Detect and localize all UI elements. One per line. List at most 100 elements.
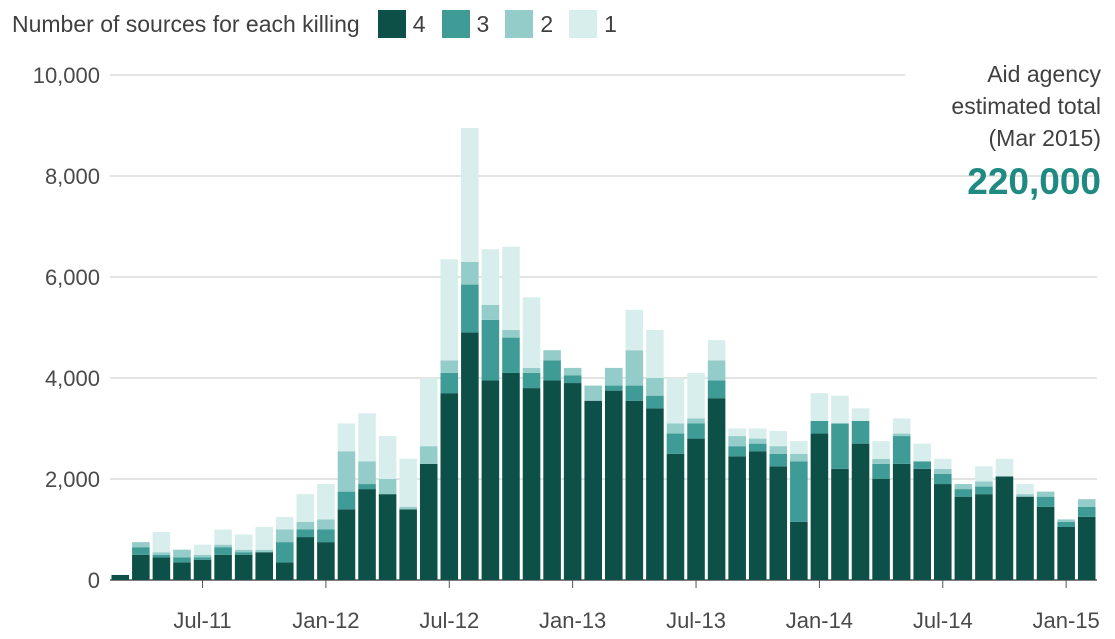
bar-segment-3-sources [1036, 496, 1055, 507]
bar-segment-4-sources [522, 388, 541, 580]
bar-segment-2-sources [646, 378, 664, 396]
legend-swatch-4 [377, 10, 406, 38]
bar-segment-3-sources [317, 529, 335, 543]
x-tick-label: Jan-12 [292, 608, 359, 633]
bar-segment-2-sources [358, 461, 376, 485]
y-tick-label: 8,000 [45, 164, 100, 189]
x-tick-label: Jan-14 [786, 608, 853, 633]
bar-segment-4-sources [666, 453, 685, 580]
bar-segment-1-sources [769, 431, 788, 447]
bar-segment-1-sources [1016, 484, 1034, 495]
bar-segment-2-sources [419, 446, 438, 464]
bar-segment-2-sources [522, 367, 541, 373]
bar-segment-1-sources [296, 494, 315, 522]
bar-segment-4-sources [276, 562, 294, 580]
bar-segment-2-sources [132, 542, 150, 548]
bar-segment-1-sources [522, 297, 541, 368]
bar-segment-3-sources [872, 463, 890, 479]
bar-segment-2-sources [440, 360, 459, 373]
bar-segment-1-sources [481, 249, 500, 305]
bar-segment-4-sources [810, 433, 829, 580]
bar-segment-2-sources [666, 423, 685, 434]
bar-segment-4-sources [995, 476, 1014, 580]
bar-segment-2-sources [1077, 499, 1096, 507]
bar-segment-4-sources [790, 521, 808, 580]
bar-segment-3-sources [625, 385, 644, 401]
legend-label-2: 2 [540, 10, 554, 37]
x-axis-ticks: Jul-11 Jan-12 Jul-12 Jan-13 Jul-13 Jan-14 Jul-… [173, 580, 1100, 633]
bar-segment-2-sources [337, 451, 356, 492]
bar-segment-1-sources [625, 309, 644, 351]
bar-segment-2-sources [625, 350, 644, 386]
bar-segment-3-sources [461, 284, 479, 333]
bar-segment-3-sources [132, 547, 150, 555]
bar-segment-2-sources [748, 438, 767, 444]
bar-segment-3-sources [522, 372, 541, 389]
bar-segment-3-sources [1057, 521, 1075, 527]
bar-segment-4-sources [584, 400, 602, 580]
bar-segment-3-sources [214, 547, 232, 555]
bar-segment-1-sources [707, 340, 726, 361]
legend-item-1: 1 [569, 10, 617, 38]
bar-segment-3-sources [193, 557, 212, 560]
bar-segment-1-sources [152, 532, 171, 553]
bar-segment-2-sources [276, 529, 294, 543]
bar-segment-4-sources [193, 559, 212, 580]
y-tick-label: 2,000 [45, 467, 100, 492]
bar-segment-1-sources [748, 428, 767, 439]
bar-segment-1-sources [646, 330, 664, 378]
bar-segment-3-sources [358, 484, 376, 490]
bar-segment-1-sources [995, 458, 1014, 477]
bar-segment-4-sources [481, 380, 500, 580]
y-tick-label: 4,000 [45, 366, 100, 391]
bar-segment-4-sources [461, 332, 479, 580]
bar-segment-4-sources [831, 468, 849, 580]
bar-segment-3-sources [748, 443, 767, 452]
bar-segment-2-sources [1016, 494, 1034, 497]
bar-segment-3-sources [831, 423, 849, 469]
bar-segment-2-sources [296, 521, 315, 530]
bar-segment-3-sources [892, 436, 911, 464]
legend-label-3: 3 [476, 10, 490, 37]
y-tick-label: 0 [88, 568, 100, 593]
bar-segment-2-sources [954, 484, 973, 490]
bar-segment-1-sources [666, 378, 685, 424]
bar-segment-3-sources [502, 337, 520, 373]
bar-segment-2-sources [399, 506, 417, 510]
legend-item-4: 4 [377, 10, 426, 38]
bar-segment-4-sources [255, 552, 273, 580]
bar-segment-2-sources [1057, 519, 1075, 522]
bar-segment-2-sources [1036, 491, 1055, 497]
bar-segment-1-sources [440, 259, 459, 361]
bar-segment-4-sources [934, 484, 952, 580]
bar-segment-4-sources [317, 542, 335, 580]
bar-segment-4-sources [1036, 506, 1055, 580]
callout-line-1: Aid agency [987, 61, 1101, 87]
bar-segment-4-sources [296, 537, 315, 580]
bar-segment-4-sources [399, 509, 417, 580]
y-tick-label: 6,000 [45, 265, 100, 290]
bar-segment-4-sources [913, 468, 931, 580]
bar-segment-3-sources [173, 557, 191, 563]
bar-segment-4-sources [605, 390, 623, 580]
bar-segment-2-sources [378, 479, 397, 495]
bar-segment-3-sources [810, 420, 829, 434]
bar-segment-1-sources [728, 428, 746, 437]
bar-segment-2-sources [892, 433, 911, 437]
x-tick-label: Jul-12 [419, 608, 479, 633]
bar-segment-2-sources [214, 544, 232, 548]
bar-segment-4-sources [1057, 526, 1075, 580]
bar-segment-1-sources [872, 441, 890, 459]
bar-segment-1-sources [317, 484, 335, 520]
bar-segment-2-sources [687, 418, 705, 424]
bar-segment-2-sources [790, 453, 808, 462]
bar-segment-1-sources [892, 418, 911, 434]
bar-segment-3-sources [481, 319, 500, 381]
x-tick-label: Jul-11 [173, 608, 231, 633]
bar-segment-1-sources [234, 534, 253, 550]
aid-agency-callout: Aid agency estimated total (Mar 2015) 22… [951, 58, 1101, 206]
bar-segment-4-sources [646, 408, 664, 580]
callout-line-3: (Mar 2015) [988, 125, 1101, 151]
legend-swatch-3 [441, 10, 470, 38]
legend-swatch-1 [569, 10, 598, 38]
